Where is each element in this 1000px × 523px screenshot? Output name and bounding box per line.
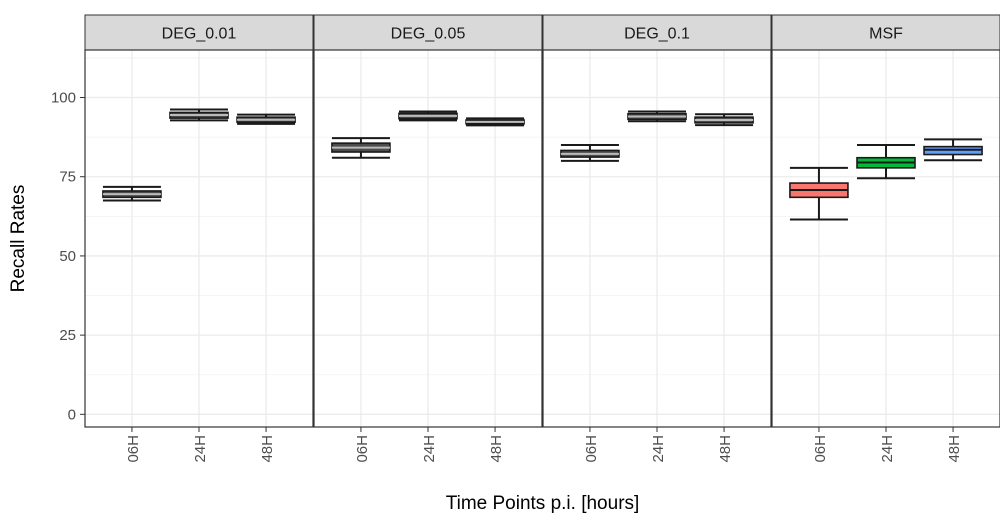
box-24h <box>169 108 229 122</box>
x-tick-label: 48H <box>259 435 276 463</box>
x-axis-title: Time Points p.i. [hours] <box>446 493 640 514</box>
panel-border <box>771 49 1000 428</box>
facet-strip-label: MSF <box>869 26 903 43</box>
facet-strip-label: DEG_0.1 <box>624 26 690 43</box>
x-tick-label: 06H <box>583 435 600 463</box>
box-48h <box>236 113 296 125</box>
box-06h <box>102 185 162 202</box>
y-axis-title: Recall Rates <box>8 185 29 293</box>
x-tick-label: 24H <box>879 435 896 463</box>
x-tick-label: 06H <box>125 435 142 463</box>
y-tick-label: 0 <box>68 406 76 423</box>
box-48h <box>694 113 754 127</box>
panel-border <box>84 49 314 428</box>
x-tick-label: 48H <box>946 435 963 463</box>
x-tick-label: 06H <box>354 435 371 463</box>
x-tick-label: 24H <box>650 435 667 463</box>
box-06h <box>560 144 620 162</box>
x-tick-label: 48H <box>488 435 505 463</box>
y-tick-label: 50 <box>59 248 76 265</box>
panel-border <box>542 49 772 428</box>
panel-border <box>313 49 543 428</box>
y-tick-label: 75 <box>59 169 76 186</box>
x-tick-label: 24H <box>421 435 438 463</box>
y-tick-label: 25 <box>59 327 76 344</box>
x-tick-label: 48H <box>717 435 734 463</box>
box-24h <box>856 144 916 180</box>
panel-deg-0-1: DEG_0.1 06H 24H 48H <box>542 14 772 463</box>
box-24h <box>627 110 687 123</box>
panel-deg-0-05: DEG_0.05 06H 24H 48H <box>313 14 543 463</box>
facet-strip <box>313 14 543 51</box>
facet-strip-label: DEG_0.01 <box>162 26 237 43</box>
box-24h <box>398 110 458 122</box>
box-48h <box>923 138 983 162</box>
y-tick-label: 100 <box>51 90 76 107</box>
x-tick-label: 24H <box>192 435 209 463</box>
y-axis: 0 25 50 75 100 <box>51 90 85 423</box>
x-tick-label: 06H <box>812 435 829 463</box>
facet-strip-label: DEG_0.05 <box>391 26 466 43</box>
box-06h <box>331 137 391 159</box>
facet-strip <box>84 14 314 51</box>
box-48h <box>465 117 525 127</box>
box-06h <box>789 166 849 221</box>
panel-msf: MSF 06H 24H 48H <box>771 14 1000 463</box>
panel-deg-0-01: DEG_0.01 06H 24H 48H <box>84 14 314 463</box>
facet-strip <box>542 14 772 51</box>
